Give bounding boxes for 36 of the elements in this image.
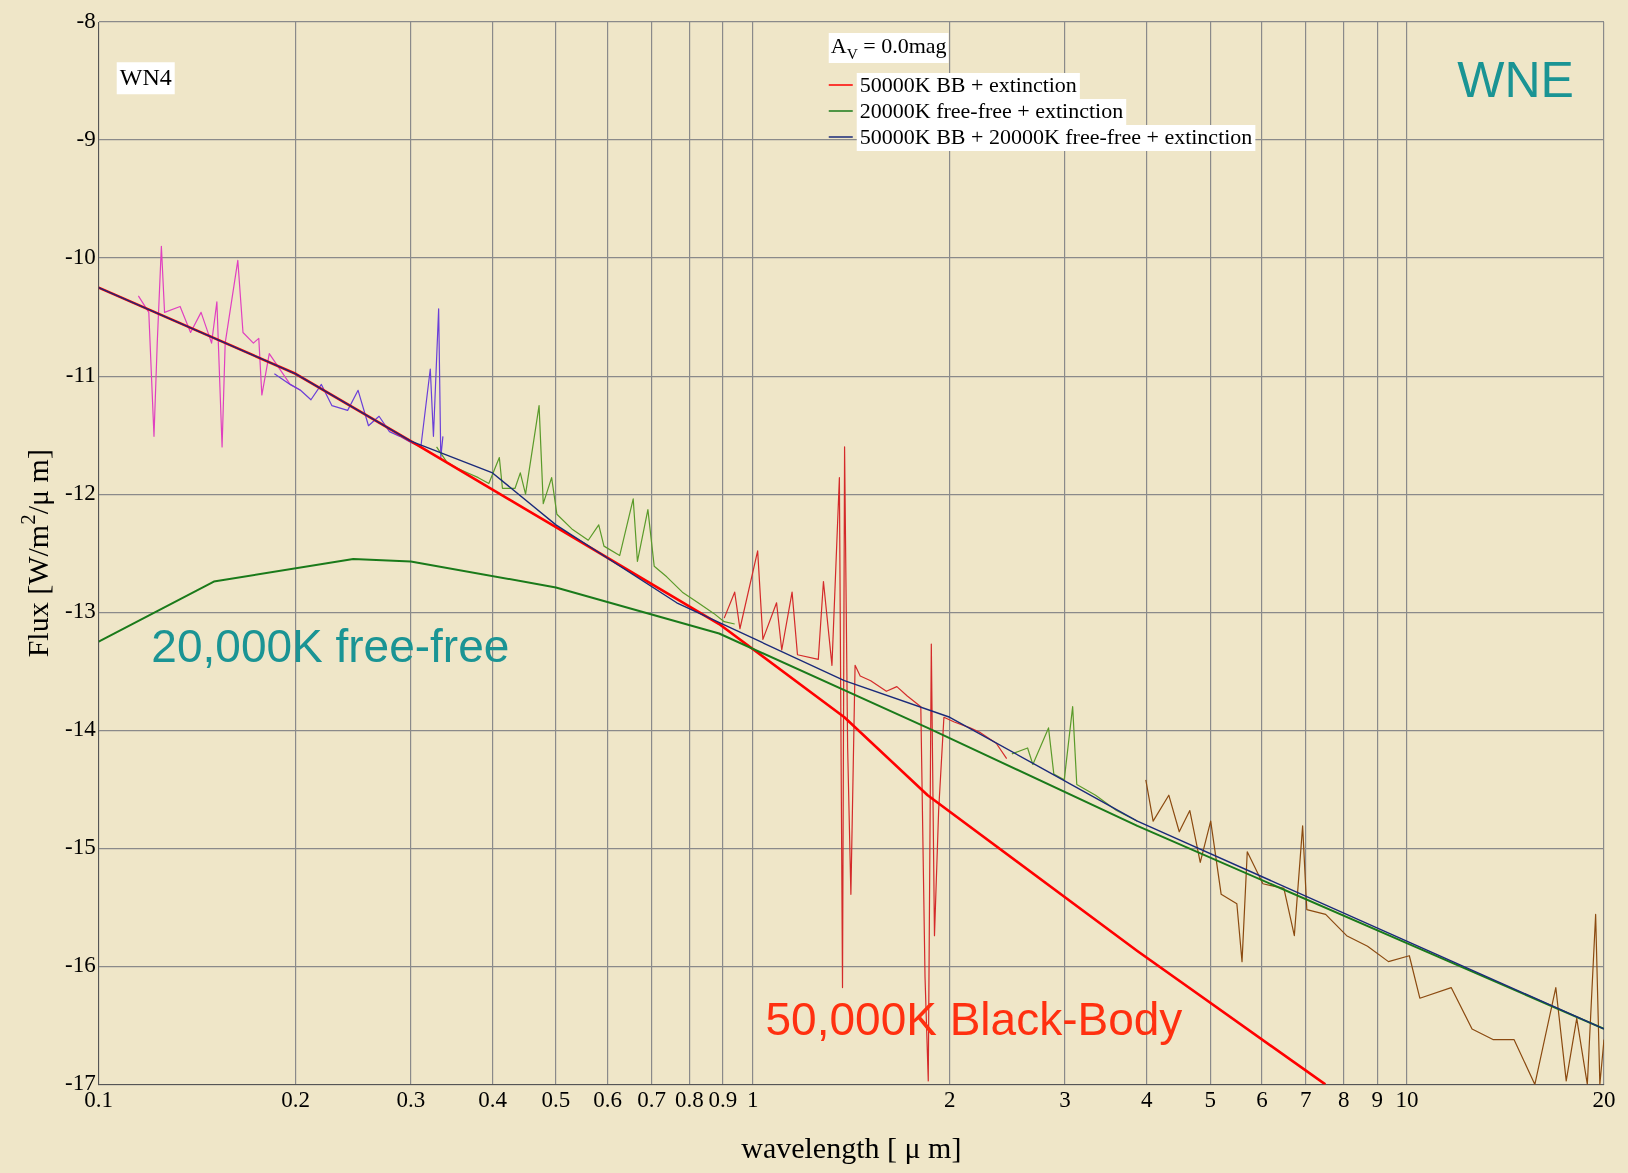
x-tick-label: 0.9 <box>708 1087 738 1113</box>
annotation: WN4 <box>119 63 172 90</box>
x-tick-label: 7 <box>1299 1087 1312 1113</box>
y-tick-label: -16 <box>64 952 96 978</box>
x-tick-label: 0.6 <box>593 1087 623 1113</box>
legend-label: 50000K BB + extinction <box>859 71 1077 97</box>
annotation: WNE <box>1457 52 1574 109</box>
x-tick-label: 0.7 <box>637 1087 666 1113</box>
x-tick-label: 1 <box>747 1087 759 1113</box>
x-tick-label: 0.3 <box>396 1087 426 1113</box>
x-tick-label: 8 <box>1337 1087 1350 1113</box>
x-tick-label: 5 <box>1204 1087 1216 1113</box>
y-tick-label: -11 <box>65 362 96 388</box>
y-axis-title: Flux [W/m2/μ m] <box>16 449 54 658</box>
x-axis-title: wavelength [ μ m] <box>741 1130 962 1164</box>
x-tick-label: 10 <box>1395 1087 1419 1113</box>
y-tick-label: -15 <box>64 834 96 860</box>
x-tick-label: 6 <box>1256 1087 1268 1113</box>
y-tick-label: -12 <box>64 480 96 506</box>
x-tick-label: 0.5 <box>541 1087 571 1113</box>
annotation: 20,000K free-free <box>151 619 510 672</box>
y-tick-label: -9 <box>76 126 96 152</box>
y-tick-label: -8 <box>76 8 96 34</box>
y-tick-label: -13 <box>64 598 96 624</box>
y-tick-label: -10 <box>64 244 96 270</box>
x-tick-label: 20 <box>1592 1087 1616 1113</box>
y-tick-label: -14 <box>64 716 97 742</box>
x-tick-label: 9 <box>1371 1087 1383 1113</box>
legend-label: 50000K BB + 20000K free-free + extinction <box>859 123 1253 149</box>
x-tick-label: 2 <box>944 1087 956 1113</box>
x-tick-label: 0.8 <box>675 1087 704 1113</box>
x-tick-label: 0.4 <box>478 1087 508 1113</box>
x-tick-label: 0.2 <box>281 1087 310 1113</box>
x-tick-label: 3 <box>1059 1087 1071 1113</box>
legend-label: 20000K free-free + extinction <box>859 97 1124 123</box>
x-tick-label: 4 <box>1140 1087 1153 1113</box>
